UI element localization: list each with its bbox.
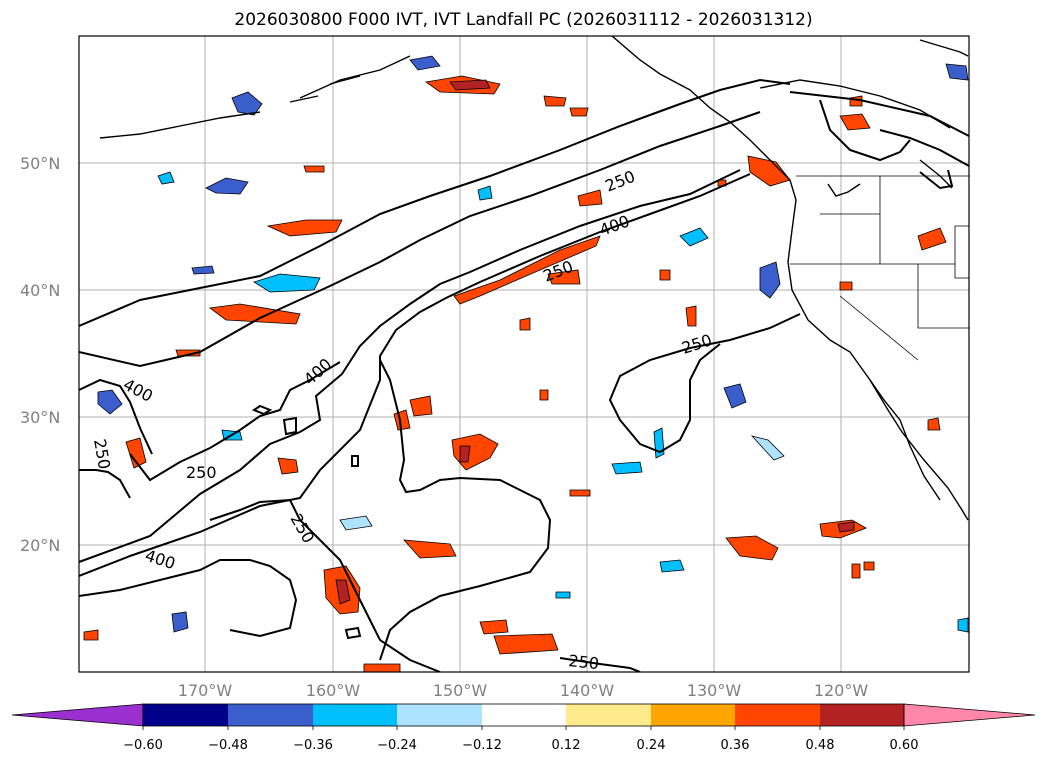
colorbar-extend-right (903, 703, 1036, 727)
lat-tick-label: 50°N (20, 154, 60, 173)
gridlines (79, 36, 969, 672)
colorbar-segment (820, 704, 904, 726)
colorbar: −0.60 −0.48 −0.36 −0.24 −0.12 0.12 0.24 … (11, 703, 1036, 753)
colorbar-label: −0.60 (123, 738, 163, 753)
colorbar-label: −0.36 (293, 738, 333, 753)
colorbar-segment (482, 704, 566, 726)
longitude-labels: 170°W 160°W 150°W 140°W 130°W 120°W (178, 681, 869, 700)
colorbar-segment (313, 704, 397, 726)
lon-tick-label: 150°W (433, 681, 488, 700)
contour-label: 250 (568, 651, 600, 673)
ivt-contours (79, 78, 969, 672)
lat-tick-label: 40°N (20, 281, 60, 300)
colorbar-label: −0.12 (462, 738, 502, 753)
lat-tick-label: 30°N (20, 408, 60, 427)
colorbar-label: 0.24 (637, 738, 666, 753)
colorbar-label: −0.48 (208, 738, 248, 753)
colorbar-segment (651, 704, 735, 726)
borders (790, 175, 969, 361)
colorbar-label: −0.24 (377, 738, 417, 753)
colorbar-frame (142, 703, 905, 727)
lon-tick-label: 170°W (178, 681, 233, 700)
colorbar-label: 0.36 (721, 738, 750, 753)
map-frame (78, 35, 970, 673)
lon-tick-label: 120°W (814, 681, 869, 700)
colorbar-label: 0.60 (890, 738, 919, 753)
map-title: 2026030800 F000 IVT, IVT Landfall PC (20… (234, 10, 813, 30)
colorbar-label: 0.48 (806, 738, 835, 753)
colorbar-segment (735, 704, 820, 726)
lat-tick-label: 20°N (20, 536, 60, 555)
positive-anomaly-patches (83, 75, 947, 672)
colorbar-ticks (142, 726, 905, 730)
latitude-labels: 50°N 40°N 30°N 20°N (20, 154, 60, 555)
colorbar-segment (566, 704, 651, 726)
colorbar-segment (228, 704, 313, 726)
map-background (79, 36, 969, 672)
lon-tick-label: 160°W (306, 681, 361, 700)
negative-anomaly-patches (97, 55, 969, 633)
contour-label: 250 (186, 463, 217, 482)
colorbar-extend-left (11, 703, 144, 727)
lon-tick-label: 140°W (560, 681, 615, 700)
coastlines (99, 36, 969, 521)
colorbar-segment (397, 704, 482, 726)
colorbar-label: 0.12 (552, 738, 581, 753)
lon-tick-label: 130°W (687, 681, 742, 700)
colorbar-segment (143, 704, 228, 726)
